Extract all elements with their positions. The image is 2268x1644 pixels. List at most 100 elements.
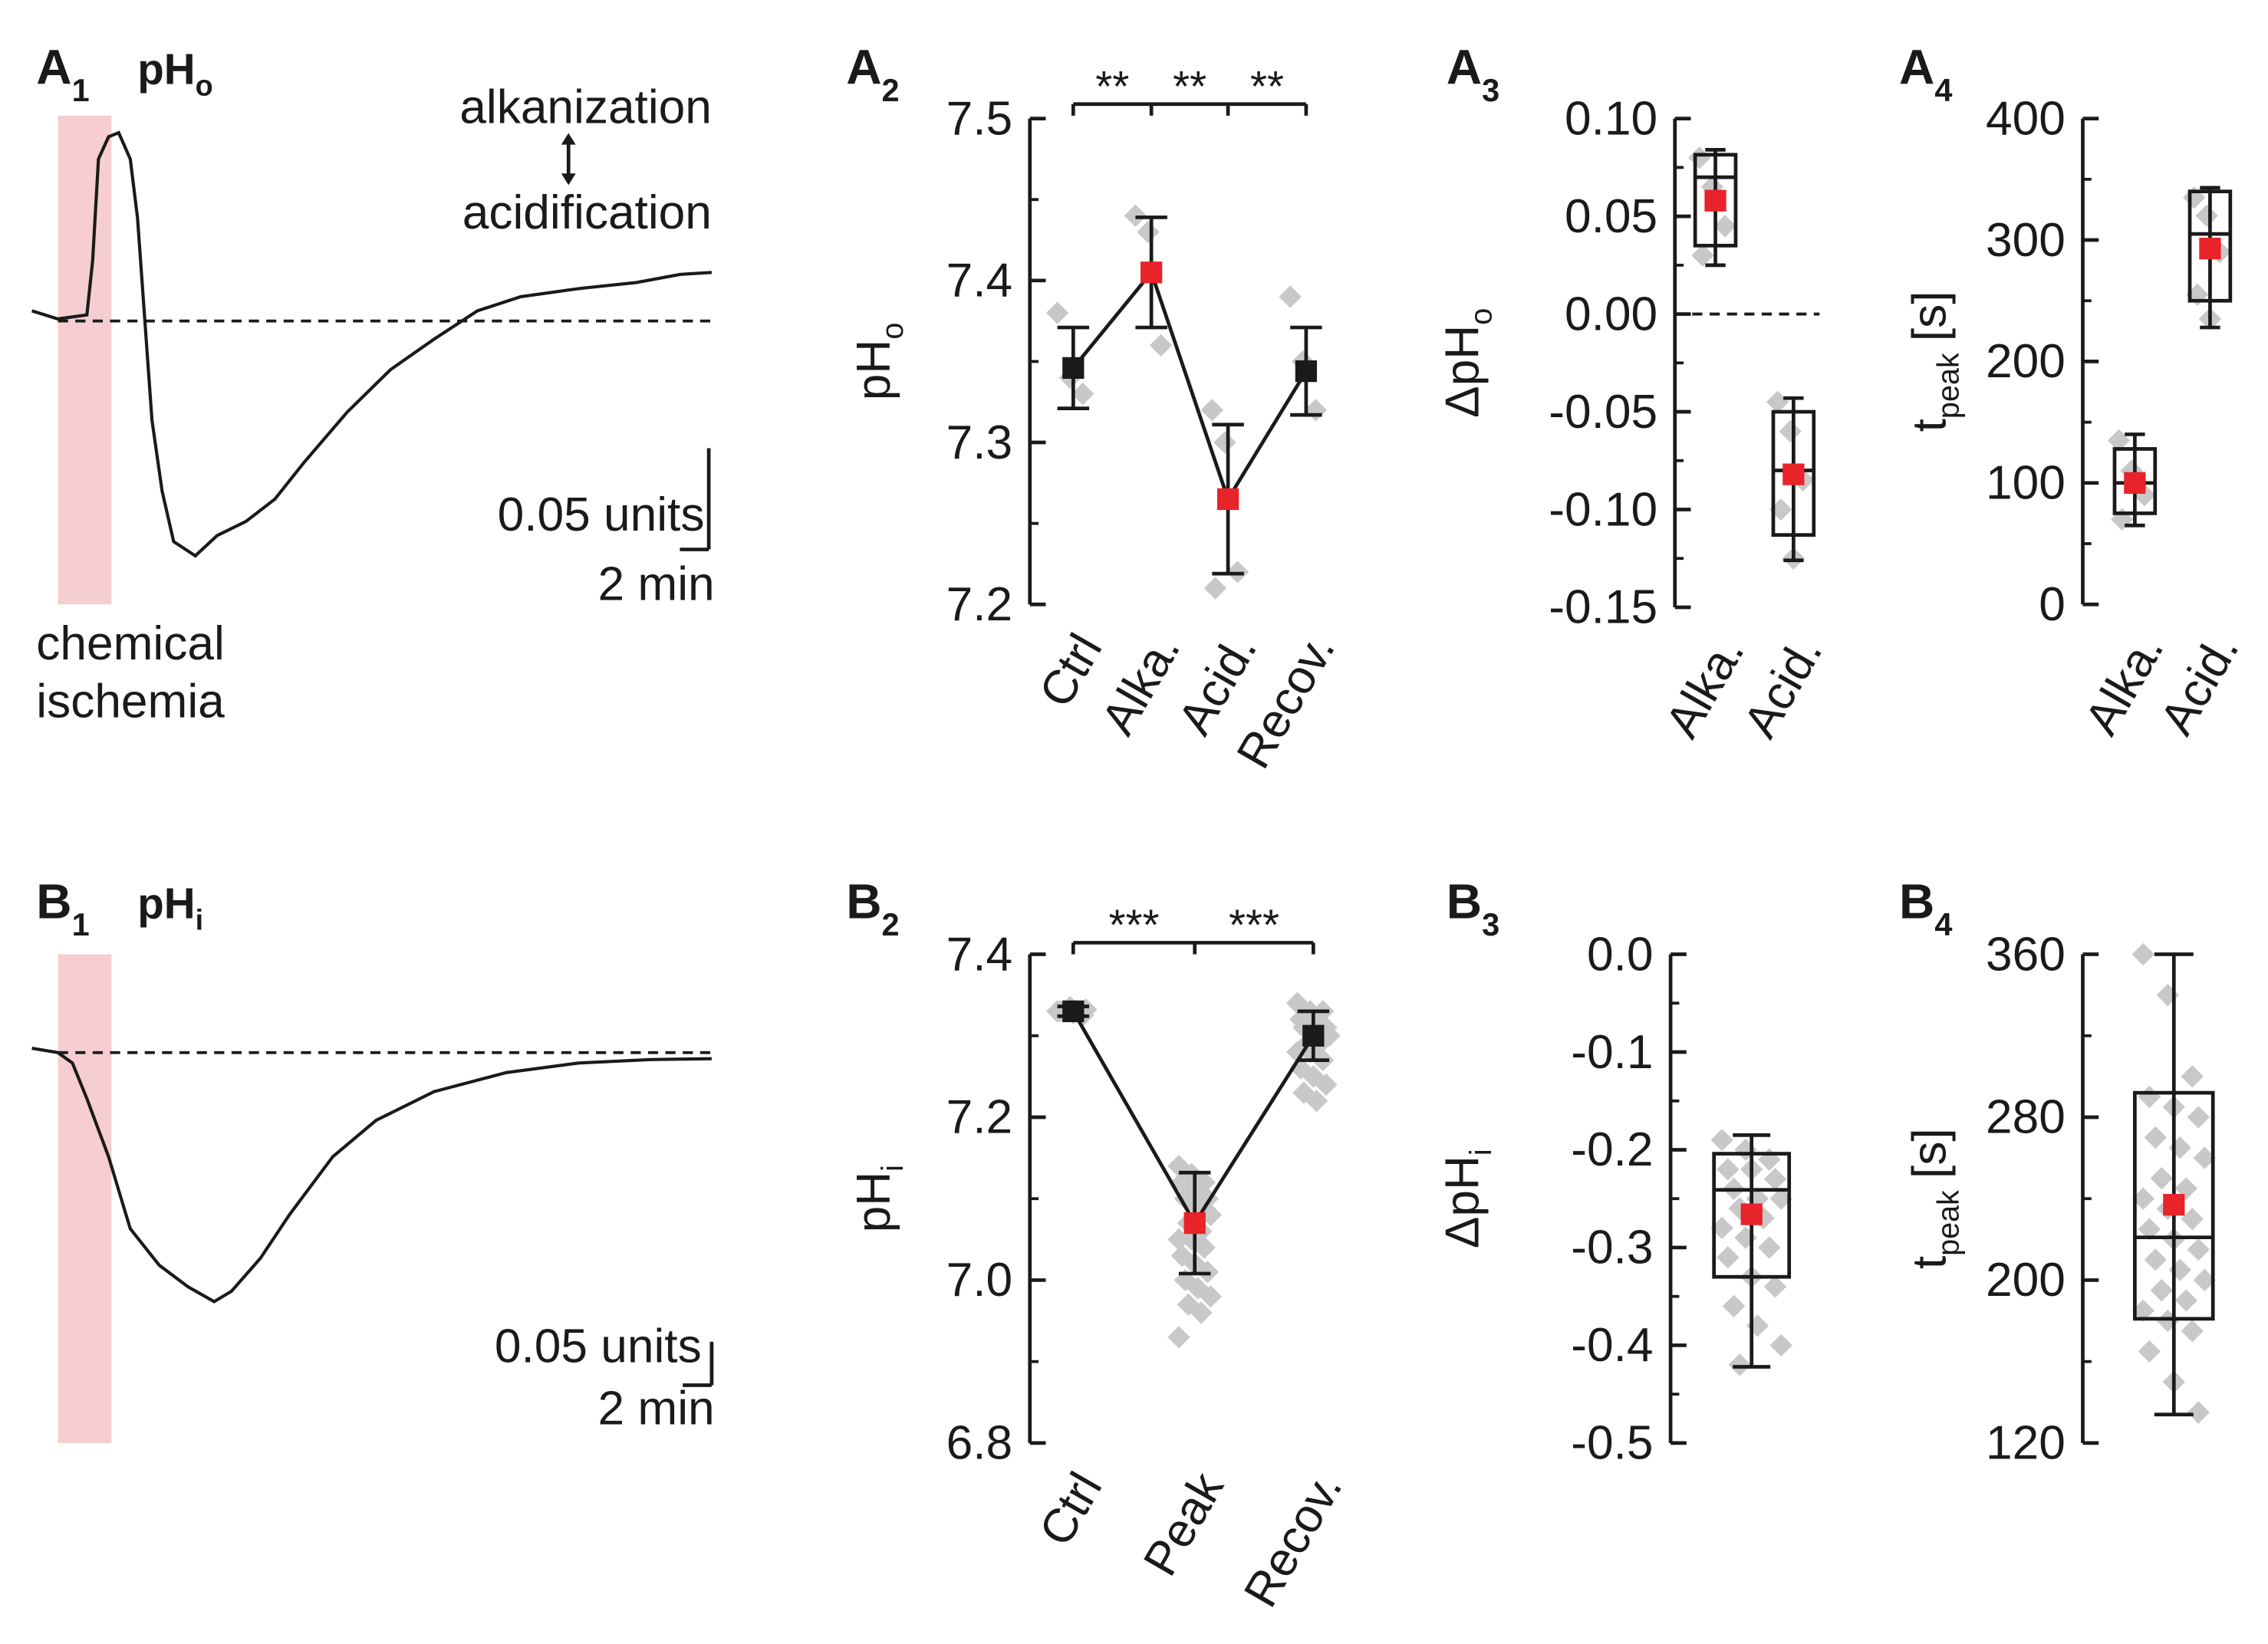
panel-number: 2 [882,906,900,942]
title-sub: o [196,69,213,101]
shaded-region [58,115,112,605]
mean-marker [1302,1024,1325,1047]
mean-marker [2124,472,2146,494]
scalebar-label: 2 min [598,1382,715,1435]
y-axis-label: pHi [848,1165,910,1232]
y-tick-label: 100 [1986,457,2066,510]
y-tick-label: -0.1 [1571,1026,1653,1079]
y-tick-label: -0.15 [1549,581,1657,634]
y-tick-label: -0.3 [1571,1221,1653,1274]
box [2112,447,2158,515]
y-axis-label: ΔpHo [1436,308,1498,418]
panel-label: A4 [1899,39,1952,108]
panel-number: 4 [1934,72,1952,108]
data-point [2144,1126,2167,1149]
data-point [1203,577,1227,600]
mean-marker [1183,1212,1206,1235]
data-point [1766,390,1789,413]
panel-number: 3 [1482,72,1499,108]
x-tick-label: Alka. [2075,625,2174,743]
data-point [1758,1148,1781,1171]
data-point [2144,1248,2167,1271]
data-point [1746,1314,1769,1337]
data-point [1193,1236,1216,1259]
y-label-sub: o [1464,308,1498,325]
significance-label: ** [1250,62,1284,110]
mean-marker [1062,1000,1085,1023]
shaded-label: ischemia [36,675,225,728]
data-point [1779,419,1802,443]
mean-marker [1062,357,1085,380]
panel-letter: A [36,39,71,94]
scalebar-label: 0.05 units [495,1320,702,1373]
y-label-sub: peak [1931,1190,1965,1256]
x-tick-label: Recov. [1234,1464,1352,1616]
y-label-main: ΔpH [1436,1156,1489,1248]
panel-title: pHo [137,44,212,101]
y-tick-label: -0.4 [1571,1319,1653,1372]
data-point [2107,429,2131,452]
panel-number: 4 [1934,906,1952,942]
y-tick-label: 280 [1986,1091,2066,1144]
x-tick-label: Alka. [1656,628,1755,746]
panel-letter: B [1447,873,1482,929]
data-point [2138,1218,2161,1241]
x-tick-label: Acid. [1734,628,1833,746]
y-tick-label: 7.4 [946,255,1013,307]
y-tick-label: -0.10 [1549,483,1657,536]
data-point [1305,1090,1328,1113]
data-point [1710,1129,1733,1152]
data-point [1717,1246,1740,1269]
panel-letter: B [846,873,881,929]
box [1693,153,1738,248]
panel-letter: B [1899,873,1934,929]
significance-label: ** [1095,62,1129,110]
y-label-sub: o [876,323,910,340]
y-tick-label: 7.0 [946,1254,1013,1307]
data-point [1199,1285,1223,1308]
data-point [2131,1299,2154,1322]
y-tick-label: 6.8 [946,1417,1013,1470]
data-point [2138,1085,2161,1109]
data-point [1315,1073,1338,1097]
box [2187,189,2233,303]
data-point [2150,1279,2173,1302]
panel-number: 1 [72,906,90,942]
panel-letter: A [1899,39,1934,94]
data-point [2187,1106,2210,1129]
mean-marker [1740,1203,1763,1225]
data-point [1722,1294,1746,1318]
y-axis-label: tpeak [s] [1903,1128,1965,1269]
data-point [2138,1340,2161,1363]
data-point [2181,1065,2204,1088]
panel-letter: A [846,39,881,94]
y-label-main: t [1903,419,1956,432]
y-label-unit: [s] [1903,291,1956,341]
panel-label: B2 [846,873,899,942]
data-point [2181,1320,2204,1343]
x-tick-label: Peak [1134,1463,1234,1584]
y-label-main: ΔpH [1436,325,1489,418]
y-tick-label: 7.2 [946,578,1013,631]
y-tick-label: -0.2 [1571,1123,1653,1176]
y-tick-label: 200 [1986,1254,2066,1307]
title-main: pH [137,879,195,927]
y-label-sub: i [876,1165,910,1172]
data-point [1691,244,1714,267]
y-label-main: pH [848,340,900,401]
data-point [1763,1168,1787,1191]
x-tick-label: Ctrl [1029,1464,1112,1554]
data-point [1137,220,1160,244]
y-tick-label: 400 [1986,92,2066,145]
data-point [1200,399,1223,422]
data-point [1213,431,1236,454]
significance-label: ** [1173,62,1206,110]
y-tick-label: 7.2 [946,1091,1013,1144]
significance-label: *** [1108,901,1159,949]
data-point [2187,1238,2210,1261]
shaded-label: chemical [36,617,225,670]
box [1771,409,1816,538]
y-tick-label: 0.00 [1565,288,1657,340]
x-tick-label: Alka. [1091,625,1190,743]
